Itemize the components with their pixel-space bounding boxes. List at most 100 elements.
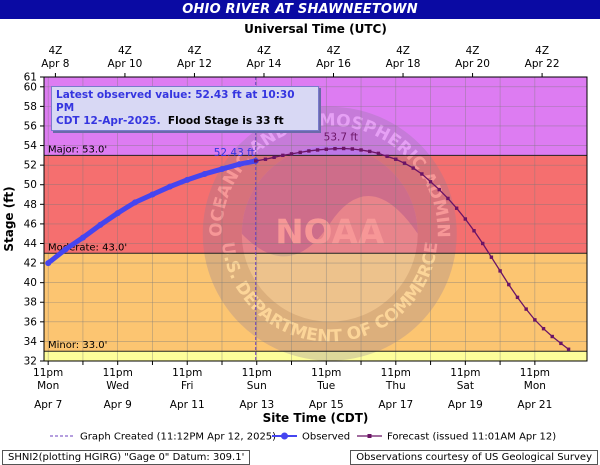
flood-stage-text: Flood Stage is 33 ft — [167, 115, 284, 127]
forecast-point — [315, 148, 320, 152]
y-tick-label: 60 — [24, 81, 37, 93]
legend-group: Graph Created (11:12PM Apr 12, 2025) Obse… — [50, 432, 556, 443]
forecast-point — [359, 148, 363, 152]
forecast-point — [541, 326, 546, 331]
forecast-point — [376, 151, 381, 156]
x-tick-label-date: Apr 9 — [104, 399, 132, 411]
forecast-point — [437, 187, 441, 192]
flood-band-action — [44, 351, 587, 361]
x-tick-label-day: Thu — [385, 380, 406, 392]
x-tick-label-date: Apr 11 — [170, 399, 205, 411]
x-tick-label-time: 11pm — [450, 367, 480, 379]
observed-point — [218, 166, 225, 173]
forecast-point — [463, 217, 468, 221]
top-tick-label-date: Apr 18 — [386, 58, 421, 70]
top-tick-label-hour: 4Z — [188, 45, 202, 57]
forecast-point — [454, 206, 459, 210]
y-axis-label: Stage (ft) — [2, 186, 16, 251]
x-tick-label-date: Apr 15 — [309, 399, 344, 411]
forecast-point — [411, 166, 415, 170]
x-tick-label-time: 11pm — [242, 367, 272, 379]
observed-last-value-label: 52.43 ft — [214, 147, 255, 159]
forecast-point — [498, 269, 502, 273]
y-tick-label: 32 — [24, 356, 37, 368]
observed-point — [132, 199, 139, 206]
y-tick-label: 34 — [24, 336, 38, 348]
y-tick-label: 44 — [24, 238, 38, 250]
flood-band-labels: Major: 53.0' Moderate: 43.0' Minor: 33.0' — [48, 144, 127, 351]
x-tick-label-time: 11pm — [172, 367, 202, 379]
legend-forecast-label: Forecast (issued 11:01AM Apr 12) — [387, 432, 556, 443]
x-tick-label-date: Apr 19 — [448, 399, 483, 411]
forecast-point — [481, 241, 485, 246]
y-tick-label: 54 — [24, 140, 38, 152]
top-tick-label-hour: 4Z — [327, 45, 341, 57]
forecast-point — [350, 147, 355, 151]
top-tick-label-date: Apr 12 — [177, 58, 212, 70]
forecast-point — [402, 161, 407, 165]
plot-frame — [43, 76, 588, 362]
forecast-point — [281, 153, 285, 158]
forecast-point — [507, 282, 511, 287]
y-tick-label: 36 — [24, 316, 38, 328]
observed-point — [201, 170, 208, 177]
series-group: 52.43 ft 53.7 ft — [45, 131, 571, 351]
forecast-point — [289, 152, 294, 156]
legend-forecast-marker — [367, 434, 372, 438]
observed-point — [149, 191, 156, 198]
forecast-point — [394, 157, 398, 161]
latest-observation-line2: CDT 12-Apr-2025. — [56, 115, 161, 127]
y-tick-label: 42 — [24, 258, 37, 270]
x-tick-label-day: Sun — [247, 380, 267, 392]
forecast-point — [566, 347, 571, 351]
y-tick-label: 56 — [24, 120, 38, 132]
legend-graph-created-label: Graph Created (11:12PM Apr 12, 2025) — [80, 432, 276, 443]
y-tick-label: 46 — [24, 218, 38, 230]
top-tick-label-date: Apr 10 — [107, 58, 142, 70]
top-tick-label-hour: 4Z — [257, 45, 271, 57]
flood-band-label-major: Major: 53.0' — [48, 144, 107, 155]
x-tick-label-date: Apr 21 — [517, 399, 552, 411]
forecast-point — [333, 146, 337, 151]
x-tick-label-day: Fri — [181, 380, 194, 392]
top-tick-label-date: Apr 8 — [41, 58, 69, 70]
forecast-peak-label: 53.7 ft — [324, 131, 358, 143]
forecast-point — [298, 150, 302, 155]
top-tick-label-date: Apr 22 — [525, 58, 560, 70]
x-tick-label-time: 11pm — [381, 367, 411, 379]
datum-footer: SHNI2(plotting HGIRG) "Gage 0" Datum: 30… — [2, 450, 251, 465]
forecast-point — [254, 159, 258, 163]
forecast-point — [533, 318, 537, 322]
x-tick-label-day: Mon — [37, 380, 59, 392]
y-tick-label: 52 — [24, 160, 37, 172]
x-tick-label-day: Sat — [457, 380, 474, 392]
y-tick-label: 50 — [24, 179, 37, 191]
observed-point — [97, 221, 104, 228]
top-tick-label-hour: 4Z — [466, 45, 480, 57]
forecast-point — [472, 229, 476, 233]
x-tick-label-day: Wed — [106, 380, 129, 392]
top-tick-label-hour: 4Z — [535, 45, 549, 57]
observed-point — [114, 210, 121, 217]
x-axis-label: Site Time (CDT) — [263, 411, 369, 425]
y-tick-label: 48 — [24, 199, 37, 211]
legend-observed-marker — [281, 432, 288, 440]
observed-point — [184, 176, 191, 183]
observed-point — [166, 183, 173, 190]
observed-point — [79, 234, 86, 241]
forecast-point — [524, 307, 528, 311]
top-tick-label-hour: 4Z — [118, 45, 132, 57]
legend-observed-label: Observed — [302, 432, 350, 443]
y-tick-label: 61 — [24, 72, 37, 84]
observed-point — [236, 161, 243, 168]
forecast-point — [428, 180, 433, 184]
y-tick-label: 58 — [24, 101, 37, 113]
forecast-point — [263, 157, 268, 161]
x-tick-label-day: Mon — [524, 380, 546, 392]
noaa-seal-inner — [241, 145, 418, 322]
x-tick-label-time: 11pm — [520, 367, 550, 379]
top-axis-label: Universal Time (UTC) — [244, 22, 387, 36]
top-tick-label-date: Apr 16 — [316, 58, 351, 70]
